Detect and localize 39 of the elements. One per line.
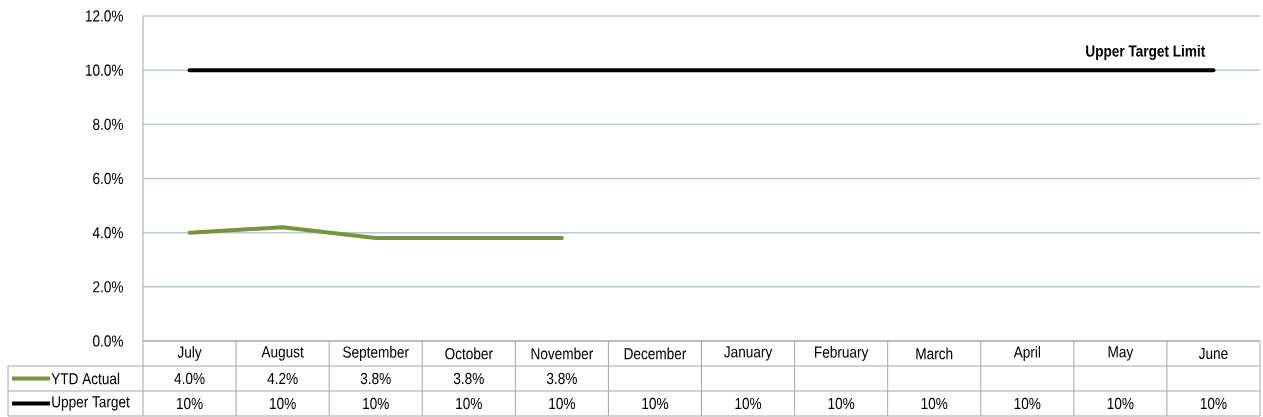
- data-label: 10%: [549, 397, 575, 410]
- y-tick-label: 2.0%: [93, 281, 123, 293]
- legend-label: YTD Actual: [51, 372, 120, 385]
- data-label: 10%: [1107, 397, 1134, 410]
- y-tick-label: 12.0%: [85, 10, 123, 22]
- x-tick-label: December: [624, 347, 687, 360]
- x-tick-label: July: [177, 346, 202, 361]
- data-label: 10%: [642, 397, 669, 410]
- annotation: Upper Target Limit: [1086, 44, 1206, 60]
- x-tick-label: September: [343, 346, 409, 361]
- x-tick-label: February: [815, 346, 869, 361]
- data-label: 4.0%: [174, 372, 205, 385]
- y-tick-label: 0.0%: [93, 335, 123, 347]
- y-tick-label: 10.0%: [85, 64, 123, 76]
- x-tick-label: April: [1013, 346, 1040, 361]
- data-label: 10%: [921, 397, 948, 410]
- data-label: 10%: [735, 397, 762, 410]
- x-tick-label: June: [1198, 347, 1228, 360]
- x-tick-label: November: [531, 347, 594, 360]
- x-tick-label: October: [445, 347, 493, 360]
- data-label: 10%: [1200, 397, 1227, 410]
- data-label: 10%: [363, 397, 389, 410]
- x-tick-label: January: [724, 346, 773, 361]
- x-tick-label: August: [261, 346, 304, 361]
- data-label: 10%: [1014, 397, 1041, 410]
- y-tick-label: 4.0%: [92, 227, 123, 239]
- data-label: 10%: [456, 397, 482, 410]
- data-label: 10%: [828, 397, 855, 410]
- x-tick-label: May: [1108, 346, 1134, 361]
- data-label: 3.8%: [453, 372, 484, 385]
- x-tick-label: March: [916, 347, 953, 360]
- data-label: 10%: [270, 397, 296, 410]
- y-tick-label: 8.0%: [93, 118, 123, 130]
- data-label: 3.8%: [360, 372, 391, 385]
- data-label: 4.2%: [267, 372, 298, 385]
- legend-label: Upper Target: [52, 396, 130, 411]
- data-label: 3.8%: [546, 372, 577, 385]
- data-label: 10%: [176, 397, 203, 410]
- y-tick-label: 6.0%: [93, 172, 123, 185]
